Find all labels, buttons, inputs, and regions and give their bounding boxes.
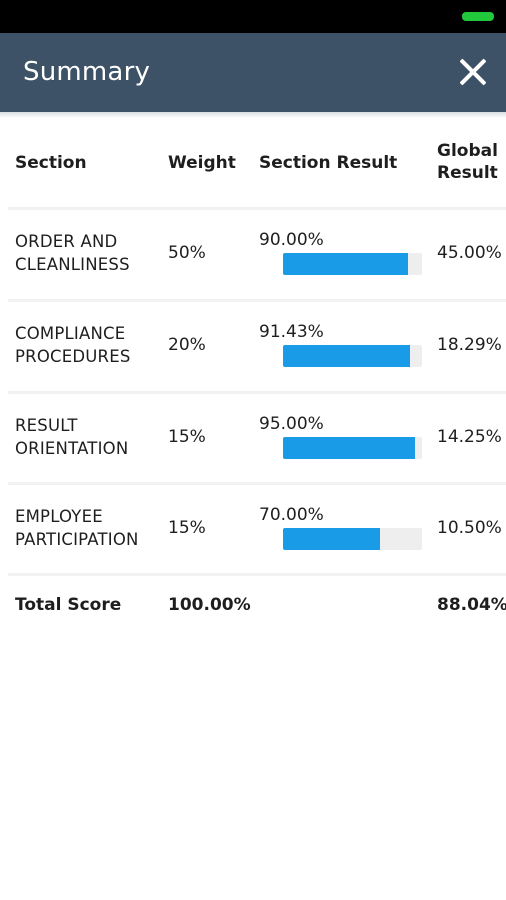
header-weight: Weight (168, 153, 236, 173)
status-bar (0, 0, 506, 33)
close-icon[interactable] (454, 53, 492, 91)
table-row: EMPLOYEE PARTICIPATION 15% 70.00% 10.50% (0, 485, 506, 574)
progress-bar (283, 253, 422, 275)
divider (8, 391, 506, 394)
table-row: RESULT ORIENTATION 15% 95.00% 14.25% (0, 394, 506, 483)
global-result-value: 18.29% (437, 335, 502, 355)
progress-bar (283, 528, 422, 550)
header-section: Section (15, 153, 87, 173)
progress-fill (283, 345, 411, 367)
total-weight-value: 100.00% (168, 595, 251, 615)
global-result-value: 45.00% (437, 243, 502, 263)
battery-icon (462, 12, 494, 21)
section-name: EMPLOYEE PARTICIPATION (15, 507, 139, 549)
section-result-value: 91.43% (259, 322, 324, 342)
section-result-value: 90.00% (259, 230, 324, 250)
weight-value: 20% (168, 335, 206, 355)
section-name: COMPLIANCE PROCEDURES (15, 324, 131, 366)
total-score-label: Total Score (15, 595, 122, 615)
header-section-result: Section Result (259, 153, 398, 173)
header-global-result: Global Result (437, 141, 498, 183)
divider (8, 482, 506, 485)
app-bar: Summary (0, 33, 506, 112)
section-result-value: 70.00% (259, 505, 324, 525)
divider (8, 573, 506, 576)
divider (8, 299, 506, 302)
global-result-value: 10.50% (437, 518, 502, 538)
page-title: Summary (23, 57, 151, 87)
total-global-result-value: 88.04% (437, 595, 506, 615)
app-bar-shadow (0, 112, 506, 118)
progress-bar (283, 437, 422, 459)
progress-fill (283, 437, 416, 459)
table-row: ORDER AND CLEANLINESS 50% 90.00% 45.00% (0, 210, 506, 299)
global-result-value: 14.25% (437, 427, 502, 447)
divider (8, 207, 506, 210)
progress-bar (283, 345, 422, 367)
section-name: RESULT ORIENTATION (15, 416, 129, 458)
progress-fill (283, 253, 409, 275)
section-name: ORDER AND CLEANLINESS (15, 232, 130, 274)
section-result-value: 95.00% (259, 414, 324, 434)
table-row: COMPLIANCE PROCEDURES 20% 91.43% 18.29% (0, 302, 506, 391)
weight-value: 15% (168, 427, 206, 447)
weight-value: 15% (168, 518, 206, 538)
progress-fill (283, 528, 381, 550)
weight-value: 50% (168, 243, 206, 263)
